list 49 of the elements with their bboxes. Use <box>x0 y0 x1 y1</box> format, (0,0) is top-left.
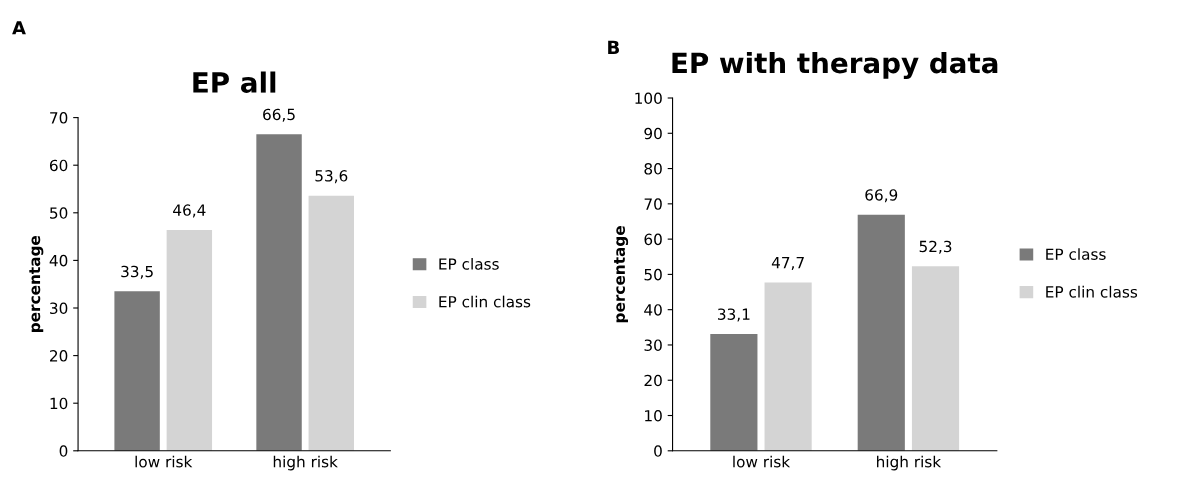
data-label: 33,5 <box>121 265 153 279</box>
y-tick-label: 20 <box>644 374 662 387</box>
bar <box>114 291 160 451</box>
y-tick-label: 80 <box>644 163 662 175</box>
y-tick-label: 60 <box>49 159 68 172</box>
data-label: 52,3 <box>919 240 952 254</box>
bar <box>166 229 213 451</box>
y-tick-label: 70 <box>644 198 662 210</box>
y-tick-label: 0 <box>59 445 68 457</box>
chart-title: EP all <box>193 71 276 93</box>
y-tick-label: 90 <box>644 127 662 140</box>
y-tick-label: 0 <box>654 445 662 457</box>
bar <box>764 282 812 451</box>
text: B <box>608 40 619 54</box>
data-label: 46,4 <box>173 204 206 218</box>
y-axis-title: percentage <box>29 235 44 332</box>
y-tick-label: 30 <box>50 302 68 315</box>
data-label: 53,6 <box>315 170 348 184</box>
y-tick-label: 30 <box>644 339 662 351</box>
bar <box>857 214 905 451</box>
bar <box>710 334 758 451</box>
bar <box>911 266 960 451</box>
x-tick-label: high risk <box>273 455 338 471</box>
bar <box>256 134 302 451</box>
x-tick-label: low risk <box>135 455 193 468</box>
y-tick-label: 20 <box>50 350 68 362</box>
y-tick-label: 60 <box>644 233 662 246</box>
chart-title: EP with therapy data <box>672 51 998 79</box>
data-label: 66,9 <box>865 189 898 203</box>
y-tick-label: 70 <box>50 112 68 124</box>
x-tick-label: low risk <box>733 455 791 468</box>
legend-label: EP class <box>439 257 499 270</box>
data-label: 66,5 <box>263 108 295 122</box>
y-tick-label: 100 <box>635 92 662 105</box>
legend-label: EP clin class <box>439 295 531 308</box>
legend-label: EP class <box>1046 248 1106 260</box>
y-tick-label: 50 <box>644 268 662 281</box>
data-label: 47,7 <box>771 257 804 270</box>
bar <box>308 195 354 451</box>
y-tick-label: 40 <box>49 254 68 267</box>
y-tick-label: 40 <box>644 304 662 316</box>
y-tick-label: 10 <box>645 409 662 422</box>
legend-label: EP clin class <box>1046 285 1138 298</box>
y-tick-label: 50 <box>50 207 68 219</box>
x-tick-label: high risk <box>877 455 942 471</box>
y-tick-label: 10 <box>50 397 68 410</box>
y-axis-title: percentage <box>614 226 629 323</box>
text: A <box>12 21 26 35</box>
data-label: 33,1 <box>718 308 750 322</box>
